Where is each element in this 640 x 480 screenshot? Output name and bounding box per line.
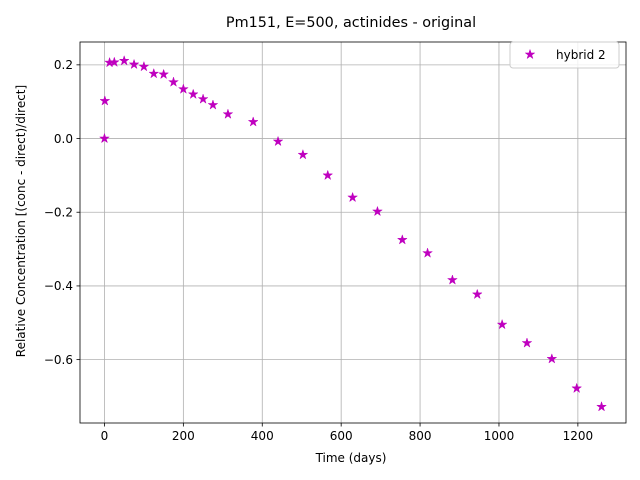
data-point-star bbox=[471, 288, 483, 300]
data-points bbox=[98, 54, 608, 412]
data-point-star bbox=[396, 234, 408, 245]
data-point-star bbox=[128, 58, 140, 70]
y-tick-label: −0.6 bbox=[44, 353, 73, 367]
y-tick-label: −0.4 bbox=[44, 279, 73, 293]
data-point-star bbox=[138, 60, 150, 72]
axes-frame bbox=[79, 41, 627, 424]
data-point-star bbox=[272, 135, 284, 147]
data-point-star bbox=[247, 116, 259, 127]
y-tick-label: 0.2 bbox=[54, 58, 73, 72]
y-tick-label: −0.2 bbox=[44, 206, 73, 220]
data-point-star bbox=[521, 337, 533, 348]
data-point-star bbox=[446, 274, 458, 285]
data-point-star bbox=[297, 148, 309, 160]
data-point-star bbox=[207, 99, 219, 110]
x-tick-label: 800 bbox=[409, 429, 432, 443]
data-point-star bbox=[222, 108, 234, 119]
data-point-star bbox=[371, 205, 383, 217]
x-tick-label: 0 bbox=[101, 429, 109, 443]
data-point-star bbox=[177, 83, 189, 94]
x-tick-label: 200 bbox=[172, 429, 195, 443]
y-tick-label: 0.0 bbox=[54, 132, 73, 146]
data-point-star bbox=[98, 132, 110, 144]
data-point-star bbox=[197, 93, 209, 104]
x-tick-label: 1200 bbox=[563, 429, 594, 443]
data-point-star bbox=[108, 56, 120, 67]
y-axis-label: Relative Concentration [(conc - direct)/… bbox=[14, 85, 28, 357]
chart-title: Pm151, E=500, actinides - original bbox=[226, 15, 476, 31]
legend-marker-star-icon bbox=[524, 48, 536, 60]
data-point-star bbox=[118, 54, 130, 66]
legend-box bbox=[509, 41, 620, 69]
data-point-star bbox=[99, 95, 111, 106]
legend-label: hybrid 2 bbox=[556, 48, 606, 62]
data-point-star bbox=[546, 353, 558, 364]
x-axis-label: Time (days) bbox=[315, 451, 387, 465]
x-tick-label: 600 bbox=[330, 429, 353, 443]
legend: hybrid 2 bbox=[509, 41, 620, 69]
data-point-star bbox=[571, 382, 583, 394]
grid bbox=[80, 42, 626, 423]
data-point-star bbox=[167, 76, 180, 87]
x-axis-ticks: 0 200 400 600 800 1000 1200 bbox=[101, 423, 594, 443]
data-point-star bbox=[422, 247, 434, 258]
data-point-star bbox=[596, 400, 608, 412]
data-point-star bbox=[347, 191, 359, 203]
x-tick-label: 400 bbox=[251, 429, 274, 443]
data-point-star bbox=[496, 318, 508, 330]
x-tick-label: 1000 bbox=[484, 429, 515, 443]
data-point-star bbox=[322, 169, 334, 181]
data-point-star bbox=[158, 68, 170, 80]
y-axis-ticks: 0.2 0.0 −0.2 −0.4 −0.6 bbox=[44, 58, 80, 367]
data-point-star bbox=[148, 67, 160, 79]
data-point-star bbox=[187, 88, 199, 100]
